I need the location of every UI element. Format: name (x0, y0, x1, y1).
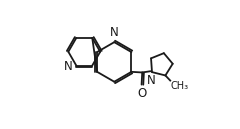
Text: N: N (64, 60, 73, 73)
Text: N: N (147, 74, 156, 87)
Text: N: N (110, 26, 119, 39)
Text: O: O (137, 87, 146, 100)
Text: CH₃: CH₃ (171, 81, 189, 91)
